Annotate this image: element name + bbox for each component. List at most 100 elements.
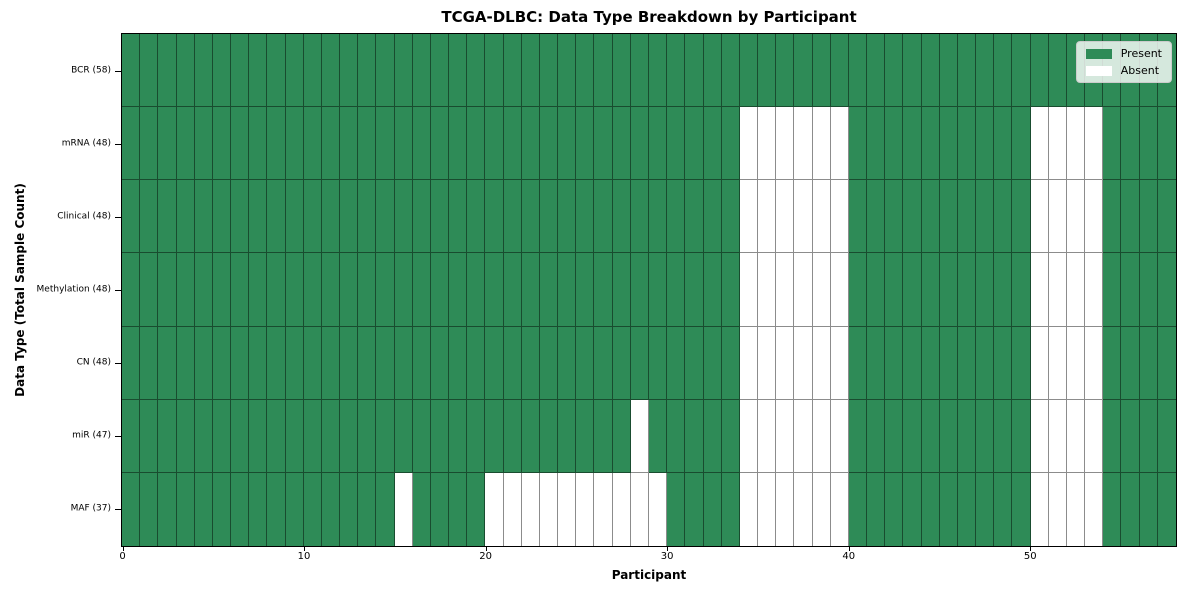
x-tick-mark [122, 547, 124, 551]
heatmap-cell [521, 180, 540, 254]
x-tick-label: 30 [660, 551, 674, 562]
heatmap-cell [340, 253, 359, 327]
heatmap-cell [648, 107, 668, 181]
heatmap-cell [721, 107, 740, 181]
heatmap-cell [794, 253, 813, 327]
heatmap-cell [467, 253, 486, 327]
y-tick-label: miR (47) [72, 430, 111, 441]
heatmap-cell [249, 472, 268, 546]
heatmap-cell [739, 253, 759, 327]
heatmap-cell [1048, 253, 1067, 327]
x-tick-mark [667, 547, 669, 551]
heatmap-cell [1066, 472, 1086, 546]
heatmap-cell [1103, 107, 1122, 181]
heatmap-cell [521, 34, 540, 108]
heatmap-cell [212, 326, 232, 400]
heatmap-cell [594, 34, 613, 108]
heatmap-cell [758, 253, 777, 327]
heatmap-cell [994, 107, 1013, 181]
heatmap-cell [867, 253, 886, 327]
heatmap-cell [558, 253, 577, 327]
heatmap-cell [939, 34, 958, 108]
heatmap-cell [903, 107, 922, 181]
heatmap-cell [1139, 326, 1158, 400]
heatmap-cell [721, 34, 740, 108]
heatmap-cell [558, 34, 577, 108]
heatmap-cell [685, 180, 704, 254]
legend-label-absent: Absent [1120, 64, 1160, 77]
y-tick-label: Clinical (48) [57, 211, 111, 222]
heatmap-cell [503, 399, 522, 473]
heatmap-cell [885, 34, 904, 108]
heatmap-cell [558, 472, 577, 546]
heatmap-cell [503, 180, 522, 254]
heatmap-cell [267, 107, 286, 181]
heatmap-cell [994, 326, 1013, 400]
heatmap-cell [830, 326, 849, 400]
heatmap-cell [921, 107, 940, 181]
heatmap-cell [303, 253, 322, 327]
heatmap-cell [158, 253, 177, 327]
legend: Present Absent [1075, 41, 1172, 83]
heatmap-cell [776, 253, 795, 327]
heatmap-cell [612, 472, 631, 546]
heatmap-cell [576, 326, 595, 400]
heatmap-cell [812, 107, 831, 181]
heatmap-cell [485, 107, 504, 181]
heatmap-cell [830, 472, 849, 546]
heatmap-cell [612, 180, 631, 254]
heatmap-cell [903, 472, 922, 546]
heatmap-cell [685, 472, 704, 546]
heatmap-cell [758, 399, 777, 473]
heatmap-cell [140, 472, 159, 546]
heatmap-cell [721, 180, 740, 254]
heatmap-cell [358, 107, 377, 181]
heatmap-cell [848, 253, 868, 327]
heatmap-cell [285, 34, 304, 108]
heatmap-cell [739, 107, 759, 181]
heatmap-cell [812, 180, 831, 254]
heatmap-cell [285, 253, 304, 327]
heatmap-cell [1048, 107, 1067, 181]
heatmap-cell [485, 326, 504, 400]
heatmap-cell [885, 107, 904, 181]
heatmap-cell [957, 107, 977, 181]
heatmap-cell [994, 180, 1013, 254]
y-tick-mark [115, 144, 121, 145]
heatmap-cell [267, 472, 286, 546]
heatmap-cell [576, 472, 595, 546]
heatmap-cell [721, 326, 740, 400]
heatmap-cell [1066, 180, 1086, 254]
x-tick-mark [1030, 547, 1032, 551]
heatmap-cell [249, 107, 268, 181]
heatmap-cell [830, 253, 849, 327]
x-tick-label: 0 [119, 551, 126, 562]
x-tick-label: 10 [297, 551, 311, 562]
heatmap-cell [485, 253, 504, 327]
heatmap-cell [394, 253, 413, 327]
heatmap-cell [667, 253, 686, 327]
heatmap-cell [321, 253, 341, 327]
heatmap-cell [1103, 399, 1122, 473]
heatmap-cell [412, 399, 431, 473]
heatmap-cell [794, 326, 813, 400]
heatmap-cell [1085, 180, 1104, 254]
heatmap-cell [1139, 472, 1158, 546]
heatmap-cell [394, 180, 413, 254]
heatmap-cell [867, 472, 886, 546]
heatmap-cell [1030, 253, 1049, 327]
heatmap-cell [848, 107, 868, 181]
heatmap-cell [140, 107, 159, 181]
heatmap-cell [394, 107, 413, 181]
heatmap-cell [122, 326, 141, 400]
heatmap-cell [939, 253, 958, 327]
heatmap-cell [503, 326, 522, 400]
heatmap-cell [521, 107, 540, 181]
heatmap-cell [212, 472, 232, 546]
x-tick-mark [848, 547, 850, 551]
heatmap-cell [903, 180, 922, 254]
heatmap-cell [449, 180, 468, 254]
heatmap-cell [867, 180, 886, 254]
heatmap-cell [249, 326, 268, 400]
heatmap-cell [812, 34, 831, 108]
